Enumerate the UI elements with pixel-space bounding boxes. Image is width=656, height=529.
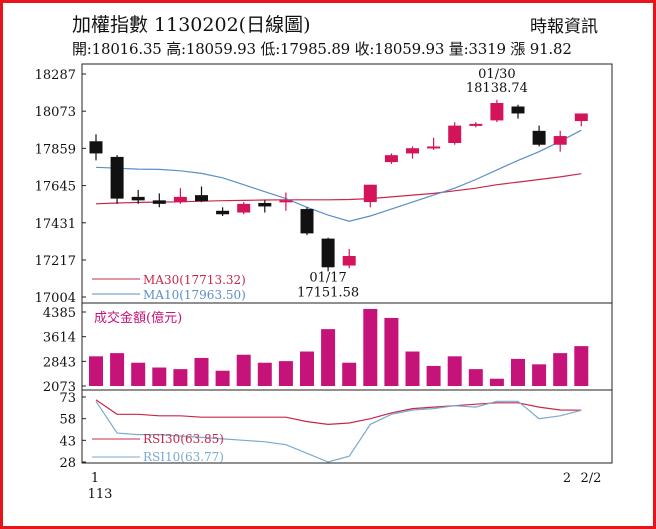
volume-axis-tick-label: 3614 [43, 331, 76, 346]
candle-body [152, 200, 166, 204]
candle-body [216, 210, 230, 215]
volume-bar [553, 353, 568, 386]
candle-body [110, 156, 124, 199]
volume-bar [152, 367, 167, 386]
rsi-axis-tick-label: 43 [59, 434, 76, 449]
candle-body [511, 106, 525, 114]
volume-bar [278, 361, 293, 386]
candle-body [258, 202, 272, 207]
candle-body [321, 238, 335, 268]
volume-title: 成交金額(億元) [94, 310, 182, 326]
candle-body [300, 209, 314, 234]
candle-body [427, 146, 441, 149]
volume-bar [405, 351, 420, 386]
volume-bar [384, 317, 399, 386]
rsi-line-rsi10 [95, 400, 582, 463]
volume-bar [236, 354, 251, 386]
candle-body [490, 103, 504, 121]
x-axis-start-day: 1 [91, 471, 99, 486]
price-axis-tick-label: 17217 [35, 254, 76, 269]
price-axis-tick-label: 18287 [35, 68, 76, 83]
candle-body [469, 123, 483, 126]
volume-bar [426, 365, 441, 386]
volume-bar [321, 329, 336, 386]
volume-bar [131, 362, 146, 386]
volume-bar [363, 308, 378, 386]
volume-bar [194, 357, 209, 386]
ma30-legend-label: MA30(17713.32) [143, 273, 246, 287]
source-label: 時報資訊 [530, 17, 598, 37]
high-value-label: 18138.74 [466, 81, 528, 96]
candle-body [363, 184, 377, 203]
rsi-line-rsi30 [95, 399, 582, 426]
price-axis-tick-label: 17431 [35, 217, 76, 232]
chart-title: 加權指數 1130202(日線圖) [72, 14, 311, 36]
candle-body [279, 200, 293, 203]
rsi-axis-tick-label: 73 [59, 391, 76, 406]
volume-bar [342, 362, 357, 386]
volume-axis-tick-label: 4385 [43, 306, 76, 321]
price-axis-tick-label: 17004 [35, 291, 76, 306]
volume-axis-tick-label: 2843 [43, 355, 76, 370]
rsi-legend-label: RSI10(63.77) [143, 450, 224, 464]
plot-border [81, 63, 613, 464]
rsi-legend-label: RSI30(63.85) [143, 432, 224, 446]
candle-body [574, 113, 588, 122]
volume-bar [257, 362, 272, 386]
quote-line: 開:18016.35 高:18059.93 低:17985.89 收:18059… [72, 40, 572, 58]
volume-bar [89, 356, 103, 386]
candle-body [406, 148, 419, 154]
volume-bar [468, 369, 483, 386]
volume-bar [511, 358, 525, 386]
candle-body [448, 125, 462, 144]
low-value-label: 17151.58 [297, 285, 359, 300]
x-axis-end-date: 2/2 [581, 471, 602, 486]
ma10-legend-label: MA10(17963.50) [143, 288, 246, 302]
rsi-axis-tick-label: 58 [59, 413, 76, 428]
x-axis-end-label: 2 [563, 471, 571, 486]
volume-bar [110, 353, 125, 386]
candle-body [237, 203, 251, 213]
low-date-label: 01/17 [309, 270, 346, 285]
x-axis-year: 113 [88, 487, 113, 502]
candle-body [131, 196, 145, 201]
volume-bar [532, 364, 547, 386]
candle-body [532, 130, 546, 145]
high-date-label: 01/30 [478, 67, 515, 82]
price-axis-tick-label: 18073 [35, 105, 76, 120]
price-axis-tick-label: 17645 [35, 180, 76, 195]
volume-axis-tick-label: 2073 [43, 380, 76, 395]
price-axis-tick-label: 17859 [35, 142, 76, 157]
candle-body [195, 195, 208, 202]
volume-bar [447, 356, 462, 386]
candle-body [384, 155, 398, 163]
candle-body [89, 141, 103, 154]
volume-bar [173, 369, 188, 386]
rsi-axis-tick-label: 28 [59, 456, 76, 471]
candle-body [173, 196, 187, 203]
ma30-line [95, 173, 582, 205]
volume-bar [489, 378, 504, 386]
volume-bar [215, 370, 230, 386]
ma10-line [95, 129, 582, 222]
candle-body [553, 136, 567, 145]
volume-bar [574, 346, 589, 386]
candle-body [342, 255, 356, 266]
volume-bar [300, 351, 314, 386]
